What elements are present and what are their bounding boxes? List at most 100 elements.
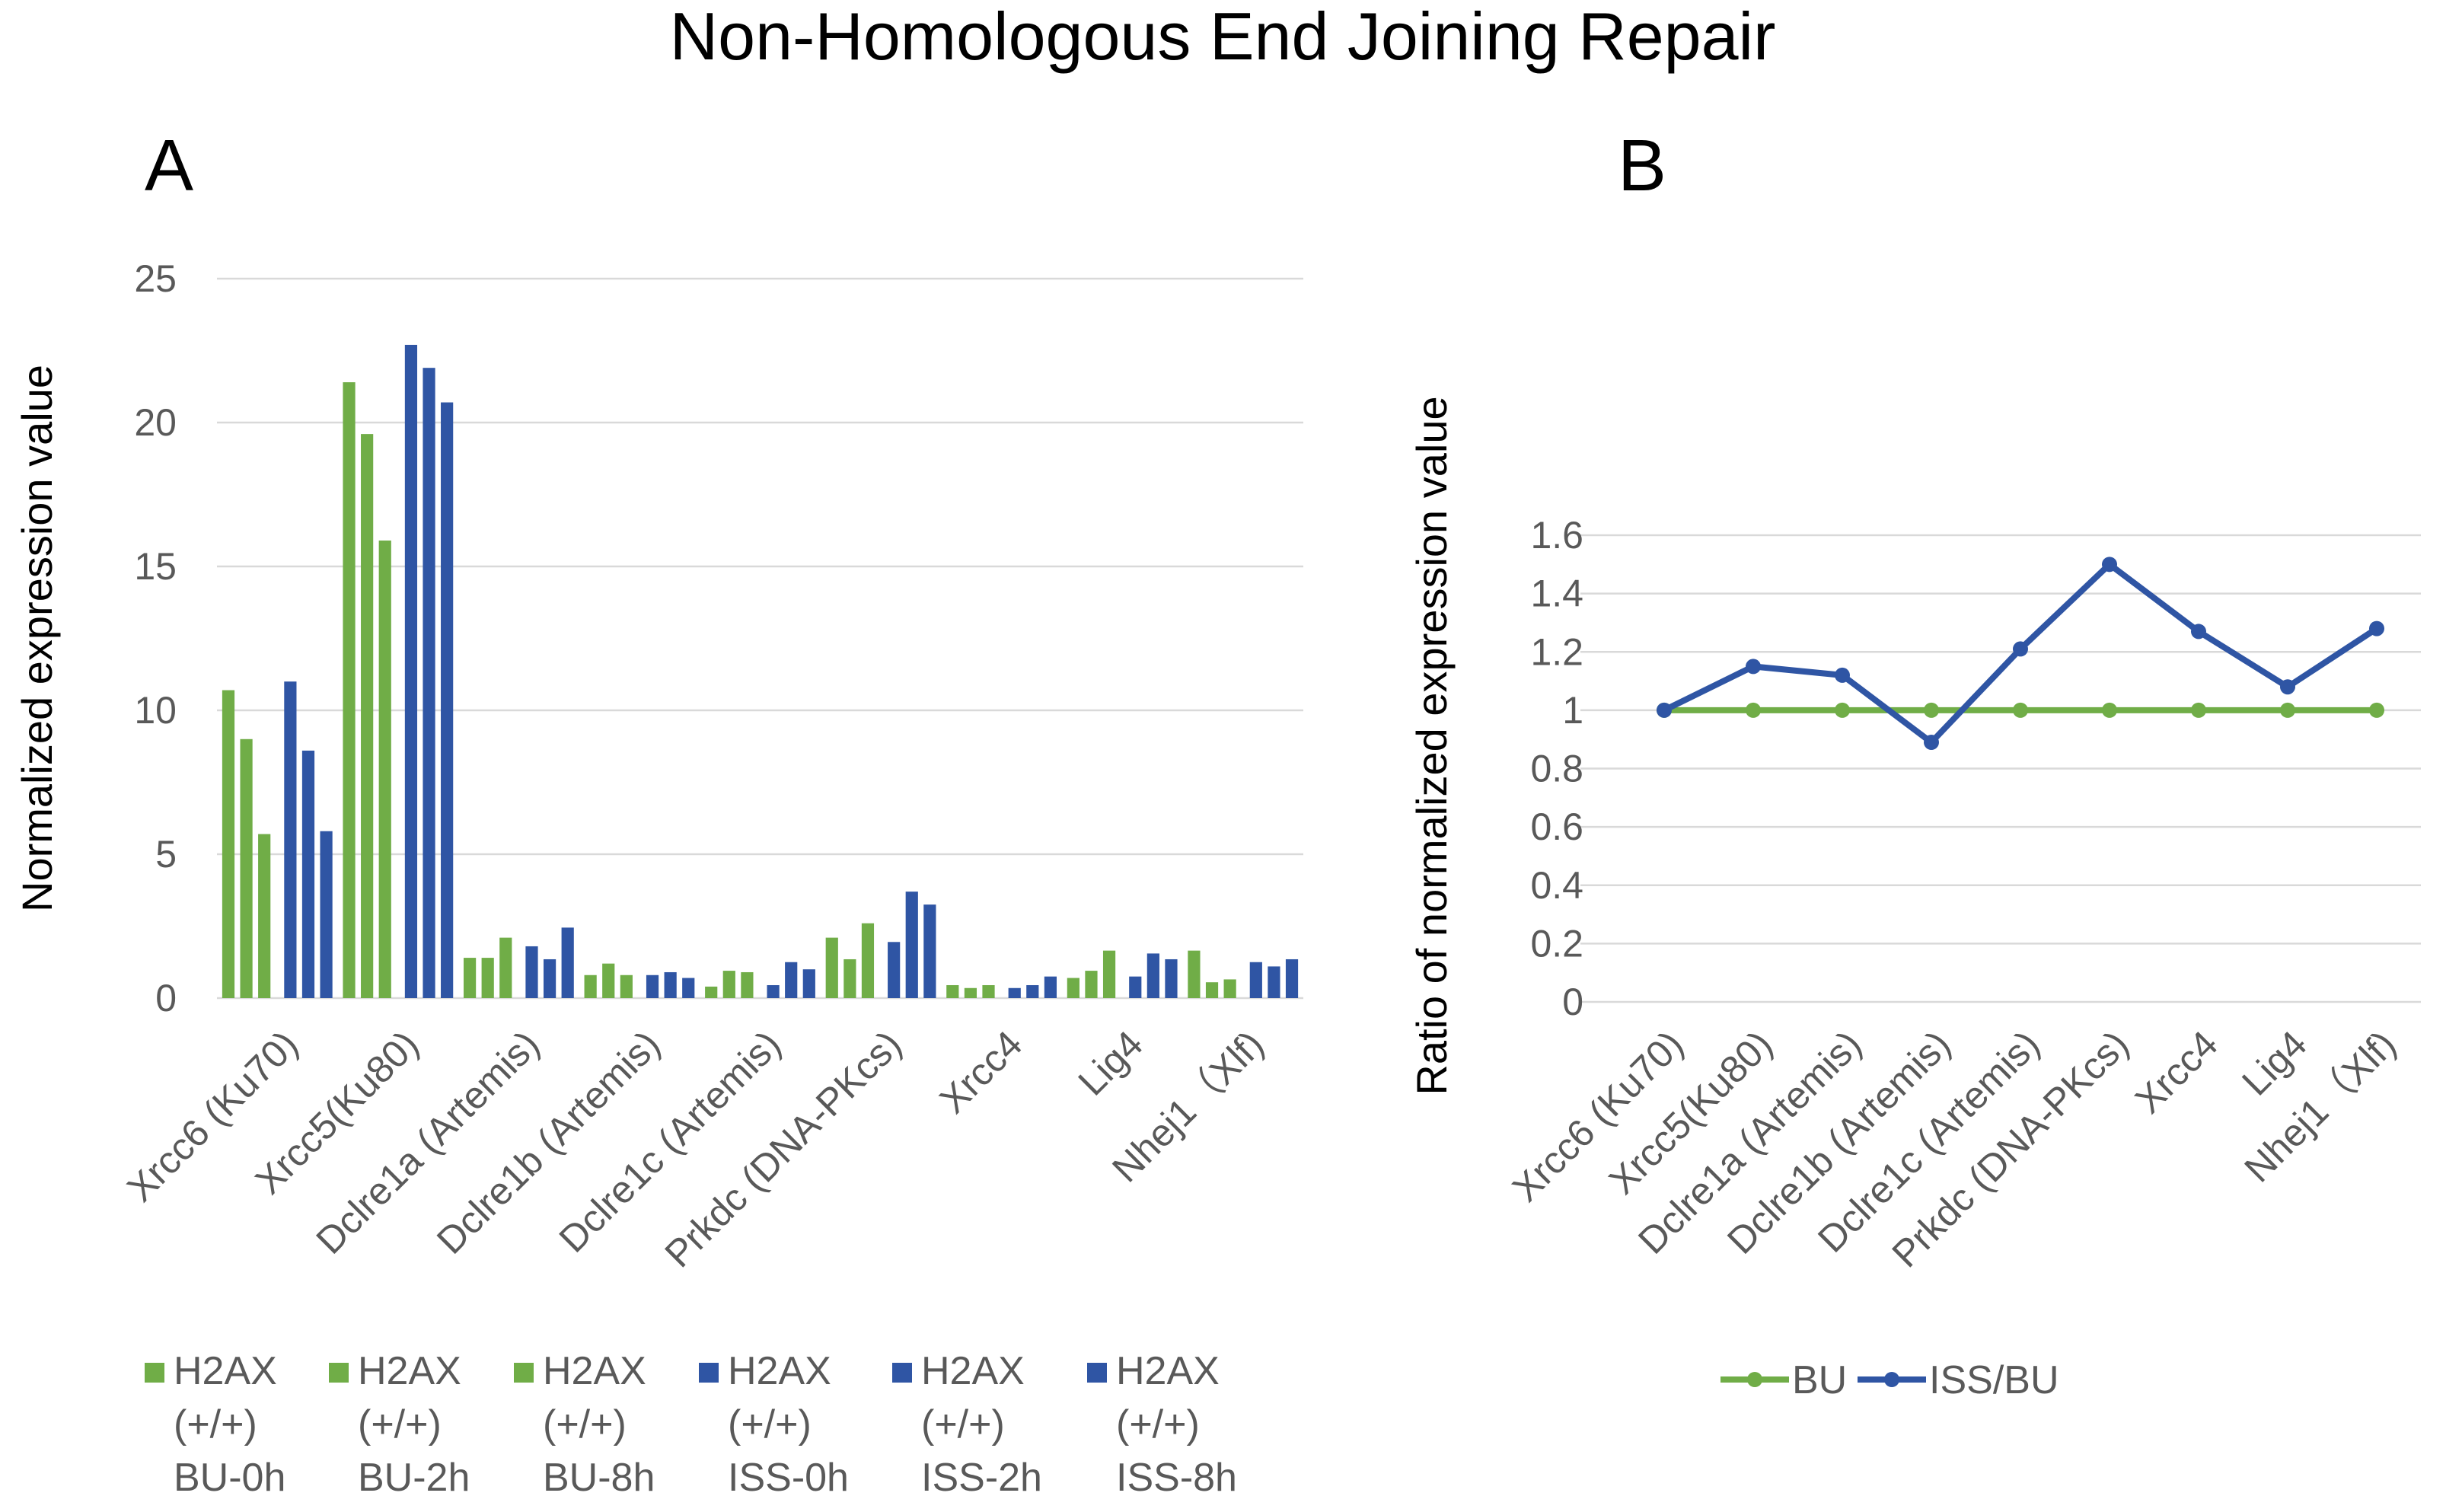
panel-b-category-labels: Xrcc6 (Ku70)Xrcc5(Ku80)Dclre1a (Artemis)…	[1504, 1022, 2404, 1275]
panel-a-category-label: Dclre1c (Artemis)	[551, 1022, 789, 1261]
bar-h2ax-bu-0h	[463, 958, 477, 998]
panel-a-y-tick: 10	[134, 689, 177, 732]
legend-label: H2AX	[1116, 1349, 1220, 1393]
panel-a-y-tick: 0	[155, 977, 177, 1019]
point-bu	[2369, 702, 2384, 718]
panel-b-category-label: Lig4	[2234, 1022, 2314, 1103]
legend-label: ISS/BU	[1929, 1358, 2059, 1402]
bar-h2ax-bu-0h	[222, 690, 235, 998]
point-bu	[2280, 702, 2295, 718]
legend-swatch	[1087, 1363, 1107, 1383]
bar-h2ax-iss-0h	[284, 681, 297, 998]
bar-h2ax-iss-0h	[525, 946, 538, 998]
panel-b-y-tick: 0.6	[1530, 805, 1583, 848]
bar-h2ax-bu-0h	[1067, 978, 1079, 998]
panel-a-category-label: Lig4	[1070, 1022, 1151, 1103]
legend-label: (+/+)	[1116, 1402, 1200, 1447]
panel-a-category-label: Dclre1b (Artemis)	[429, 1022, 668, 1262]
point-iss-bu	[2191, 624, 2206, 640]
legend-label: H2AX	[358, 1349, 461, 1393]
panel-a-legend: H2AX (+/+) BU-0h H2AX (+/+) BU-2h H2AX (+/+) BU-…	[145, 1349, 1237, 1500]
panel-a-y-tick: 20	[134, 401, 177, 444]
legend-label: ISS-2h	[921, 1456, 1042, 1500]
point-bu	[2013, 702, 2028, 718]
point-iss-bu	[1835, 667, 1850, 683]
panel-b-gridlines	[1580, 534, 2421, 1003]
bar-h2ax-bu-2h	[1085, 971, 1098, 998]
panel-b-y-tick: 0	[1562, 981, 1583, 1023]
panel-a: A 0 5 10 15 20 25 Normalized expression value…	[13, 125, 1303, 1500]
point-iss-bu	[2369, 620, 2384, 636]
panel-a-y-ticks: 0 5 10 15 20 25	[134, 257, 177, 1019]
legend-marker	[1747, 1372, 1762, 1387]
panel-a-category-label: Prkdc (DNA-PKcs)	[657, 1022, 910, 1275]
legend-label: (+/+)	[358, 1402, 442, 1447]
bar-h2ax-iss-0h	[1249, 962, 1262, 998]
bar-h2ax-iss-2h	[543, 959, 556, 998]
legend-swatch	[329, 1363, 349, 1383]
point-bu	[1746, 702, 1761, 718]
legend-label: BU-0h	[174, 1456, 285, 1500]
bar-h2ax-iss-0h	[888, 942, 901, 998]
panel-a-category-labels: Xrcc6 (Ku70)Xrcc5(Ku80)Dclre1a (Artemis)…	[119, 1022, 1271, 1275]
point-bu	[2191, 702, 2206, 718]
point-iss-bu	[1924, 735, 1939, 751]
bar-h2ax-bu-8h	[378, 540, 391, 998]
panel-b-y-tick: 0.4	[1530, 864, 1583, 907]
legend-swatch	[145, 1363, 164, 1383]
panel-a-label: A	[145, 125, 193, 206]
panel-a-category-label: Xrcc4	[931, 1022, 1030, 1121]
legend-label: H2AX	[728, 1349, 831, 1393]
panel-a-category-label: Dclre1a (Artemis)	[308, 1022, 548, 1262]
bar-h2ax-iss-8h	[923, 904, 936, 998]
bar-h2ax-iss-8h	[441, 402, 454, 998]
bar-h2ax-iss-2h	[1026, 984, 1039, 998]
bar-h2ax-iss-0h	[404, 344, 418, 998]
bar-h2ax-bu-2h	[240, 738, 253, 998]
bar-h2ax-bu-0h	[1188, 950, 1201, 998]
legend-label: BU-8h	[543, 1456, 655, 1500]
panel-b-category-label: Xrcc4	[2127, 1022, 2226, 1121]
panel-b-legend: BU ISS/BU	[1720, 1358, 2059, 1402]
bar-h2ax-bu-0h	[705, 986, 718, 998]
bar-h2ax-bu-0h	[343, 382, 356, 999]
panel-a-bars	[222, 344, 1299, 999]
legend-label: BU	[1792, 1358, 1847, 1402]
panel-a-gridlines	[217, 277, 1303, 1000]
bar-h2ax-iss-2h	[423, 368, 435, 998]
bar-h2ax-iss-8h	[320, 831, 333, 998]
bar-h2ax-bu-2h	[722, 971, 735, 998]
legend-label: (+/+)	[728, 1402, 812, 1447]
panel-a-y-axis-label: Normalized expression value	[13, 365, 61, 912]
point-bu	[1924, 702, 1939, 718]
point-iss-bu	[1746, 659, 1761, 675]
bar-h2ax-iss-2h	[664, 971, 677, 998]
bar-h2ax-iss-0h	[767, 984, 780, 998]
legend-label: H2AX	[174, 1349, 277, 1393]
legend-label: (+/+)	[174, 1402, 257, 1447]
panel-b-y-tick: 0.2	[1530, 922, 1583, 965]
legend-swatch	[514, 1363, 534, 1383]
point-bu	[2102, 702, 2117, 718]
bar-h2ax-iss-0h	[646, 975, 659, 998]
bar-h2ax-iss-8h	[802, 969, 815, 998]
bar-h2ax-iss-8h	[1285, 959, 1299, 998]
panel-a-y-tick: 25	[134, 257, 177, 300]
panel-b-y-axis-label: Ratio of normalized expression value	[1408, 396, 1456, 1095]
panel-b: B 0 0.2 0.4 0.6 0.8 1 1.2 1.4 1.6 Ratio of norma…	[1408, 125, 2421, 1402]
bar-h2ax-bu-8h	[258, 834, 271, 998]
bar-h2ax-bu-8h	[1223, 979, 1236, 998]
legend-label: BU-2h	[358, 1456, 470, 1500]
legend-swatch	[699, 1363, 719, 1383]
bar-h2ax-bu-8h	[741, 971, 754, 998]
bar-h2ax-bu-8h	[620, 975, 633, 998]
bar-h2ax-bu-2h	[602, 963, 615, 998]
figure-title: Non-Homologous End Joining Repair	[670, 0, 1776, 74]
panel-b-y-tick: 1.4	[1530, 573, 1583, 615]
panel-a-y-tick: 15	[134, 545, 177, 588]
bar-h2ax-bu-8h	[1102, 950, 1116, 998]
bar-h2ax-bu-2h	[844, 959, 856, 998]
bar-h2ax-iss-0h	[1008, 987, 1021, 998]
panel-b-y-tick: 1	[1562, 689, 1583, 732]
